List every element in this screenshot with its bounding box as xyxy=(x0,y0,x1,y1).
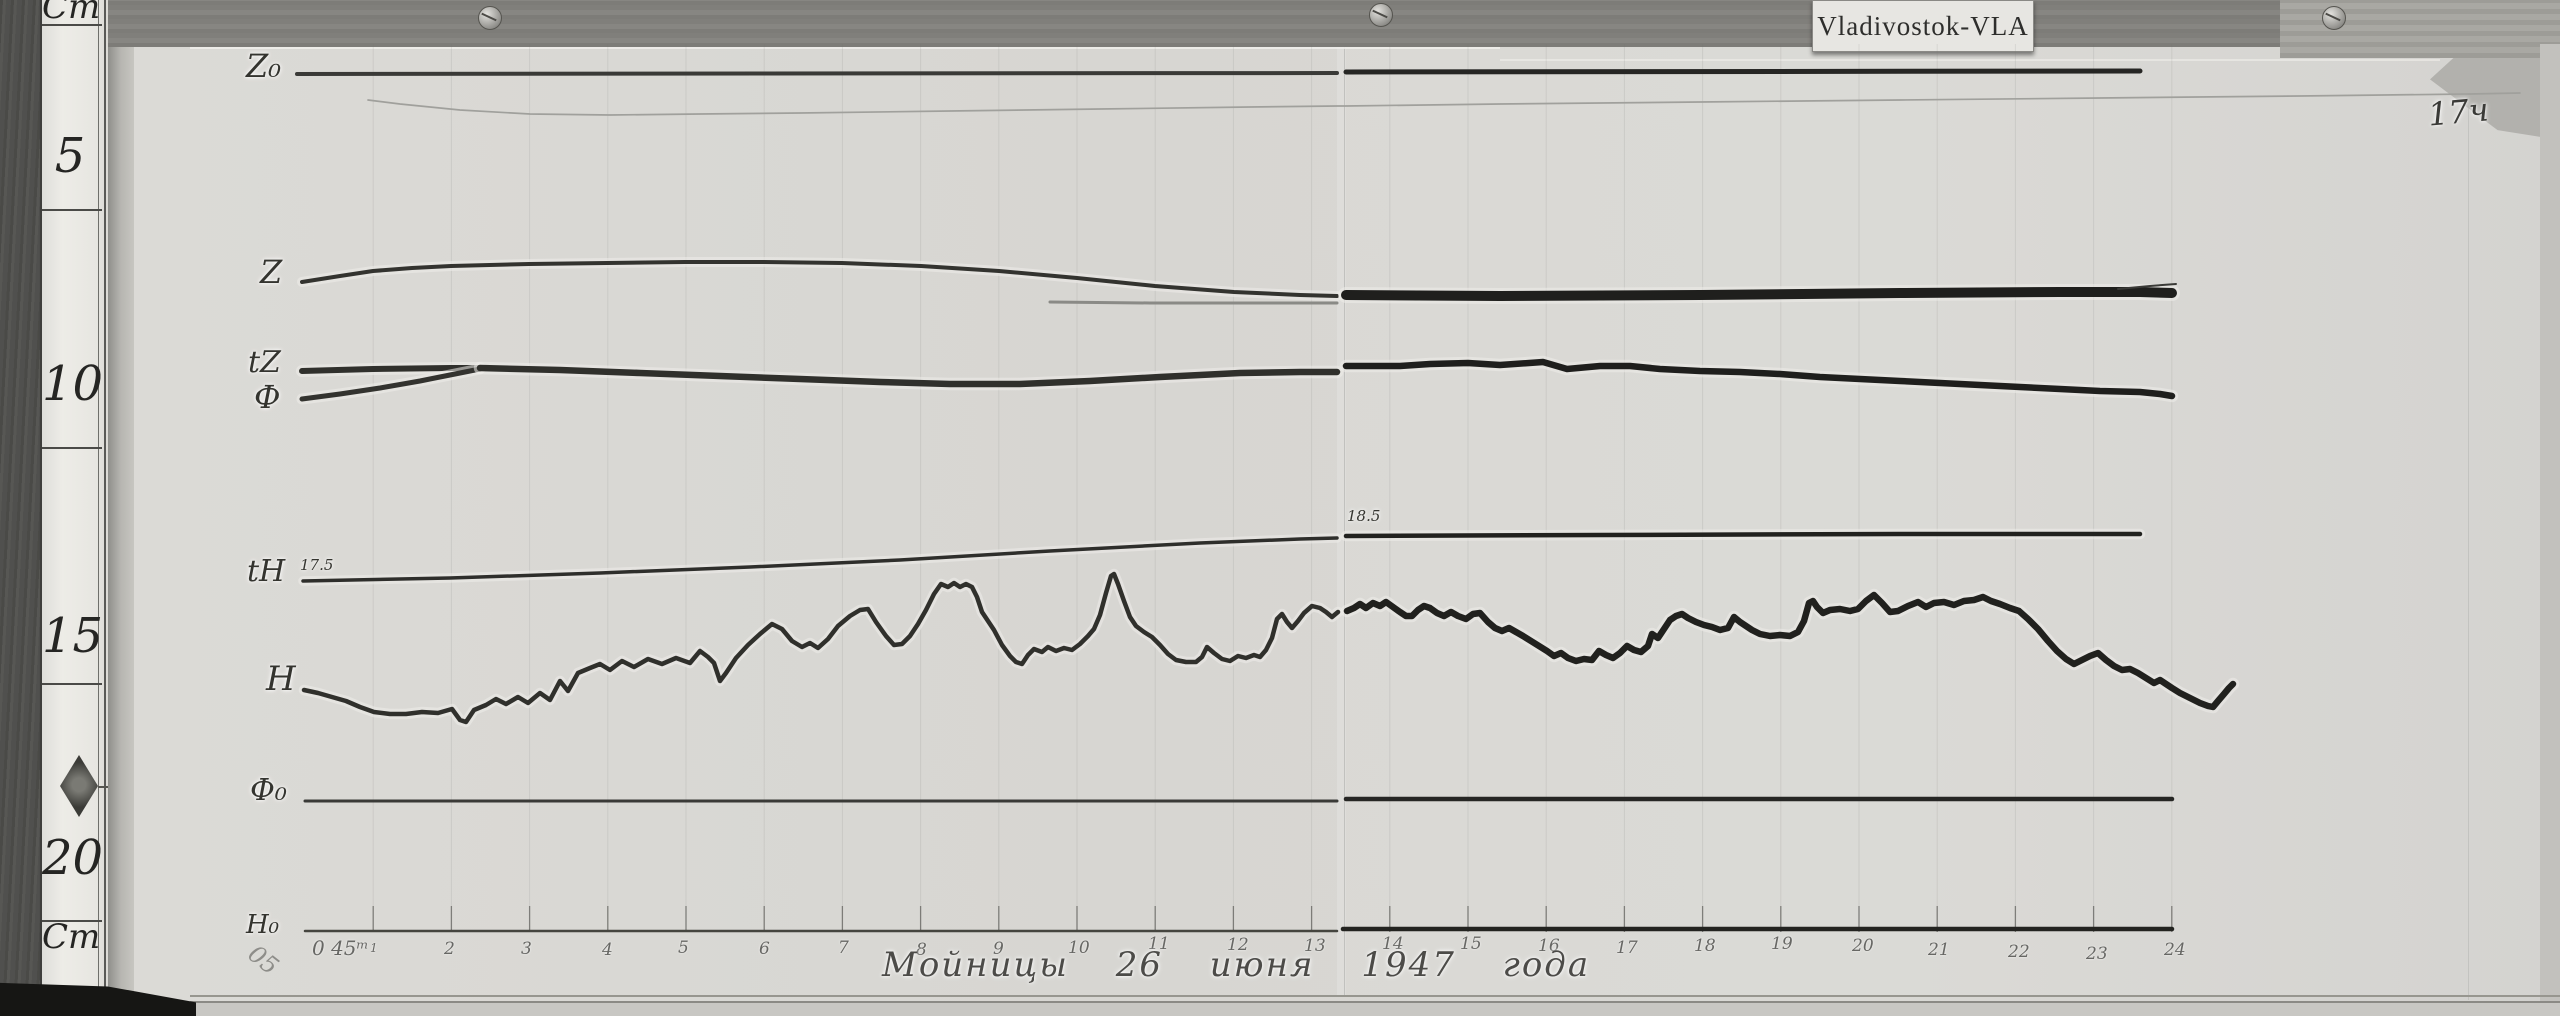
trace-label-z: Z xyxy=(260,253,283,291)
faint-upper-trace xyxy=(367,92,2521,116)
ruler-segment-line xyxy=(42,209,102,211)
hour-gridlines xyxy=(372,44,2173,930)
ruler-paper-gap-shadow xyxy=(108,0,134,1016)
H-trace-left xyxy=(301,571,1341,725)
station-label-card: Vladivostok-VLA xyxy=(1812,0,2034,52)
ruler-mark-10: 10 xyxy=(42,356,104,412)
hour-label-6: 6 xyxy=(759,939,770,959)
screw-icon xyxy=(1369,3,1393,27)
trace-label-z0: Z₀ xyxy=(246,47,282,85)
trace-label-th: tH xyxy=(247,554,286,589)
glass-edge-highlight xyxy=(190,46,1500,49)
screw-icon xyxy=(2322,6,2346,30)
hour-label-14: 14 xyxy=(1382,934,1404,954)
hour-label-24: 24 xyxy=(2164,940,2186,960)
Z0-baseline-left xyxy=(295,71,1339,76)
sheet-number: 17ч xyxy=(2426,90,2491,134)
hour-label-1: 1 xyxy=(370,941,378,955)
hour-label-5: 5 xyxy=(678,938,689,958)
tH-line-left xyxy=(301,536,1339,583)
hour-label-21: 21 xyxy=(1928,940,1950,960)
paper-crease xyxy=(2468,60,2469,1000)
ruler-segment-line xyxy=(42,24,102,26)
tH-line-right xyxy=(1343,531,2143,539)
Z-trace-left-companion xyxy=(1048,300,1339,305)
hour-label-4: 4 xyxy=(602,940,613,960)
ruler-mark-5: 5 xyxy=(54,128,86,184)
tZ-D-merged-right xyxy=(1342,358,2176,400)
hour-label-11: 11 xyxy=(1148,934,1170,954)
paper-bottom-edge-line xyxy=(190,995,2560,997)
tZ-D-merged-left xyxy=(476,364,1341,388)
magnetogram-paper xyxy=(134,44,2560,1004)
th-start-value: 17.5 xyxy=(300,556,334,574)
photo-sheet-seam-line xyxy=(1344,44,1345,996)
right-photo-sheet xyxy=(1346,44,2540,996)
hour-label-0 45ᵐ: 0 45ᵐ xyxy=(312,936,369,960)
ruler-mark-cm: Cm xyxy=(42,917,101,957)
glass-clamp-bar xyxy=(108,0,2560,47)
under-sheet-strip xyxy=(134,1003,2560,1016)
ruler-inner-edge-line xyxy=(98,0,99,988)
glass-edge-highlight-right xyxy=(1500,59,2440,61)
hour-label-20: 20 xyxy=(1852,936,1874,956)
Z0-baseline-right xyxy=(1343,68,2143,75)
screw-icon xyxy=(478,6,502,30)
hour-label-23: 23 xyxy=(2086,944,2108,964)
th-mid-value: 18.5 xyxy=(1347,507,1381,525)
hour-label-22: 22 xyxy=(2008,942,2030,962)
ruler-segment-line xyxy=(42,920,102,922)
H-trace-right xyxy=(1343,591,2237,711)
hour-label-16: 16 xyxy=(1538,936,1560,956)
paper-bottom-edge-line xyxy=(190,1001,2560,1003)
cm-ruler: Cm 5 10 15 20 Cm xyxy=(40,0,128,988)
photo-sheet-seam xyxy=(1337,44,1346,996)
hour-label-17: 17 xyxy=(1616,938,1638,958)
hour-label-8: 8 xyxy=(916,940,927,960)
hour-label-2: 2 xyxy=(444,939,455,959)
Z-trace-left xyxy=(300,260,1339,298)
ruler-segment-line xyxy=(42,447,102,449)
D-trace-left-start xyxy=(299,366,483,402)
hour-label-15: 15 xyxy=(1460,934,1482,954)
hour-label-9: 9 xyxy=(993,939,1004,959)
station-label-text: Vladivostok-VLA xyxy=(1817,10,2029,41)
trace-label-f: Ф xyxy=(254,378,281,416)
ruler-mark-cm: Cm xyxy=(42,0,101,27)
ruler-mark-20: 20 xyxy=(42,830,104,886)
ruler-mark-15: 15 xyxy=(42,608,104,664)
ruler-outer-edge-line xyxy=(104,0,106,988)
hour-label-18: 18 xyxy=(1694,936,1716,956)
hour-label-3: 3 xyxy=(521,939,532,959)
wood-table-edge xyxy=(0,0,40,1016)
ruler-segment-line xyxy=(42,683,102,685)
trace-label-h: H xyxy=(266,659,296,699)
hour-label-19: 19 xyxy=(1771,934,1793,954)
paper-right-edge xyxy=(2540,44,2560,1016)
trace-label-h0: H₀ xyxy=(246,910,280,940)
Z-trace-right xyxy=(1341,287,2177,301)
trace-label-f0: Ф₀ xyxy=(250,773,287,808)
hour-label-10: 10 xyxy=(1068,938,1090,958)
trace-label-tz: tZ xyxy=(248,345,281,380)
hour-label-12: 12 xyxy=(1227,935,1249,955)
hour-label-13: 13 xyxy=(1304,936,1326,956)
Z-trace-right-end-fork xyxy=(2117,283,2177,290)
date-inscription: Мойницы 26 июня 1947 года xyxy=(882,945,1591,985)
hour-label-7: 7 xyxy=(838,938,849,958)
